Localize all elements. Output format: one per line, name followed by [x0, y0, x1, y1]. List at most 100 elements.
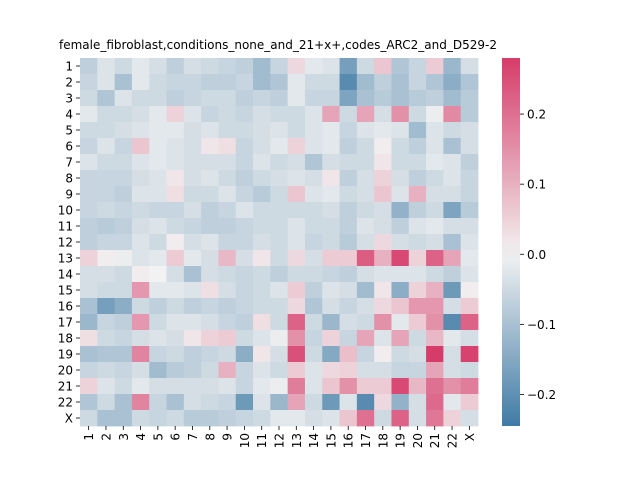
heatmap-cell	[166, 90, 185, 107]
heatmap-cell	[235, 170, 254, 187]
heatmap-cell	[339, 170, 358, 187]
heatmap-cell	[322, 282, 340, 299]
heatmap-cell	[97, 330, 115, 347]
heatmap-cell	[339, 362, 358, 379]
heatmap-cell	[356, 410, 375, 427]
col-label: 15	[324, 433, 338, 448]
heatmap-cell	[339, 298, 358, 315]
heatmap-cell	[114, 74, 133, 91]
heatmap-cell	[322, 218, 340, 235]
heatmap-cell	[97, 170, 115, 187]
heatmap-cell	[218, 234, 237, 251]
heatmap-cell	[253, 90, 271, 107]
heatmap-cell	[460, 106, 479, 123]
heatmap-cell	[97, 202, 115, 219]
heatmap-cell	[339, 106, 358, 123]
col-label: 12	[273, 433, 287, 448]
heatmap-cell	[253, 250, 271, 267]
heatmap-cell	[460, 362, 479, 379]
heatmap-cell	[80, 298, 98, 315]
heatmap-cell	[374, 330, 392, 347]
heatmap-cell	[426, 202, 444, 219]
row-label: 3	[65, 92, 73, 106]
heatmap-cell	[374, 58, 392, 75]
heatmap-cell	[114, 314, 133, 331]
heatmap-cell	[408, 186, 427, 203]
heatmap-cell	[253, 122, 271, 139]
heatmap-cell	[235, 314, 254, 331]
heatmap-cell	[356, 298, 375, 315]
heatmap-cell	[408, 266, 427, 283]
heatmap-cell	[218, 330, 237, 347]
heatmap-cell	[374, 154, 392, 171]
heatmap-cell	[374, 106, 392, 123]
heatmap-cell	[183, 58, 202, 75]
heatmap-cell	[166, 410, 185, 427]
heatmap-cell	[235, 394, 254, 411]
row-label: 7	[65, 156, 73, 170]
heatmap-cell	[149, 122, 167, 139]
heatmap-cell	[235, 266, 254, 283]
heatmap-cell	[374, 202, 392, 219]
heatmap-cell	[287, 90, 306, 107]
heatmap-cell	[391, 90, 410, 107]
heatmap-cell	[426, 282, 444, 299]
heatmap-cell	[201, 186, 219, 203]
heatmap-cell	[183, 298, 202, 315]
heatmap-cell	[287, 58, 306, 75]
heatmap-cell	[235, 106, 254, 123]
heatmap-cell	[426, 298, 444, 315]
heatmap-cell	[460, 314, 479, 331]
heatmap-cell	[460, 394, 479, 411]
heatmap-cell	[201, 170, 219, 187]
heatmap-cell	[183, 266, 202, 283]
heatmap-cell	[460, 330, 479, 347]
heatmap-cell	[235, 74, 254, 91]
heatmap-cell	[235, 362, 254, 379]
heatmap-cell	[166, 58, 185, 75]
heatmap-cell	[391, 330, 410, 347]
heatmap-cell	[374, 282, 392, 299]
heatmap-cell	[304, 314, 323, 331]
heatmap-cell	[287, 314, 306, 331]
heatmap-cell	[131, 394, 150, 411]
heatmap-cell	[270, 74, 289, 91]
heatmap-cell	[166, 298, 185, 315]
heatmap-cell	[426, 74, 444, 91]
heatmap-cell	[201, 234, 219, 251]
row-label: 4	[65, 108, 73, 122]
heatmap-cell	[131, 58, 150, 75]
row-label: 11	[58, 220, 73, 234]
heatmap-cell	[391, 266, 410, 283]
heatmap-cell	[287, 330, 306, 347]
heatmap-cell	[253, 282, 271, 299]
heatmap-cell	[253, 154, 271, 171]
heatmap-cell	[304, 282, 323, 299]
heatmap-cell	[80, 58, 98, 75]
heatmap-cell	[97, 122, 115, 139]
heatmap-cell	[114, 298, 133, 315]
col-label: 16	[342, 433, 356, 448]
heatmap-cell	[131, 106, 150, 123]
heatmap-cell	[443, 394, 462, 411]
heatmap-cell	[374, 362, 392, 379]
heatmap-cell	[235, 250, 254, 267]
heatmap-cell	[408, 138, 427, 155]
heatmap-cell	[391, 122, 410, 139]
heatmap-cell	[270, 138, 289, 155]
heatmap-cell	[131, 90, 150, 107]
heatmap-cell	[408, 154, 427, 171]
heatmap-cell	[443, 202, 462, 219]
heatmap-cell	[374, 410, 392, 427]
heatmap-cell	[356, 106, 375, 123]
col-label: 20	[411, 433, 425, 448]
heatmap-cell	[443, 362, 462, 379]
heatmap-cell	[322, 410, 340, 427]
heatmap-cell	[460, 234, 479, 251]
heatmap-cell	[322, 170, 340, 187]
heatmap-cell	[97, 266, 115, 283]
heatmap-cell	[391, 314, 410, 331]
heatmap-cell	[408, 250, 427, 267]
heatmap-cell	[201, 330, 219, 347]
